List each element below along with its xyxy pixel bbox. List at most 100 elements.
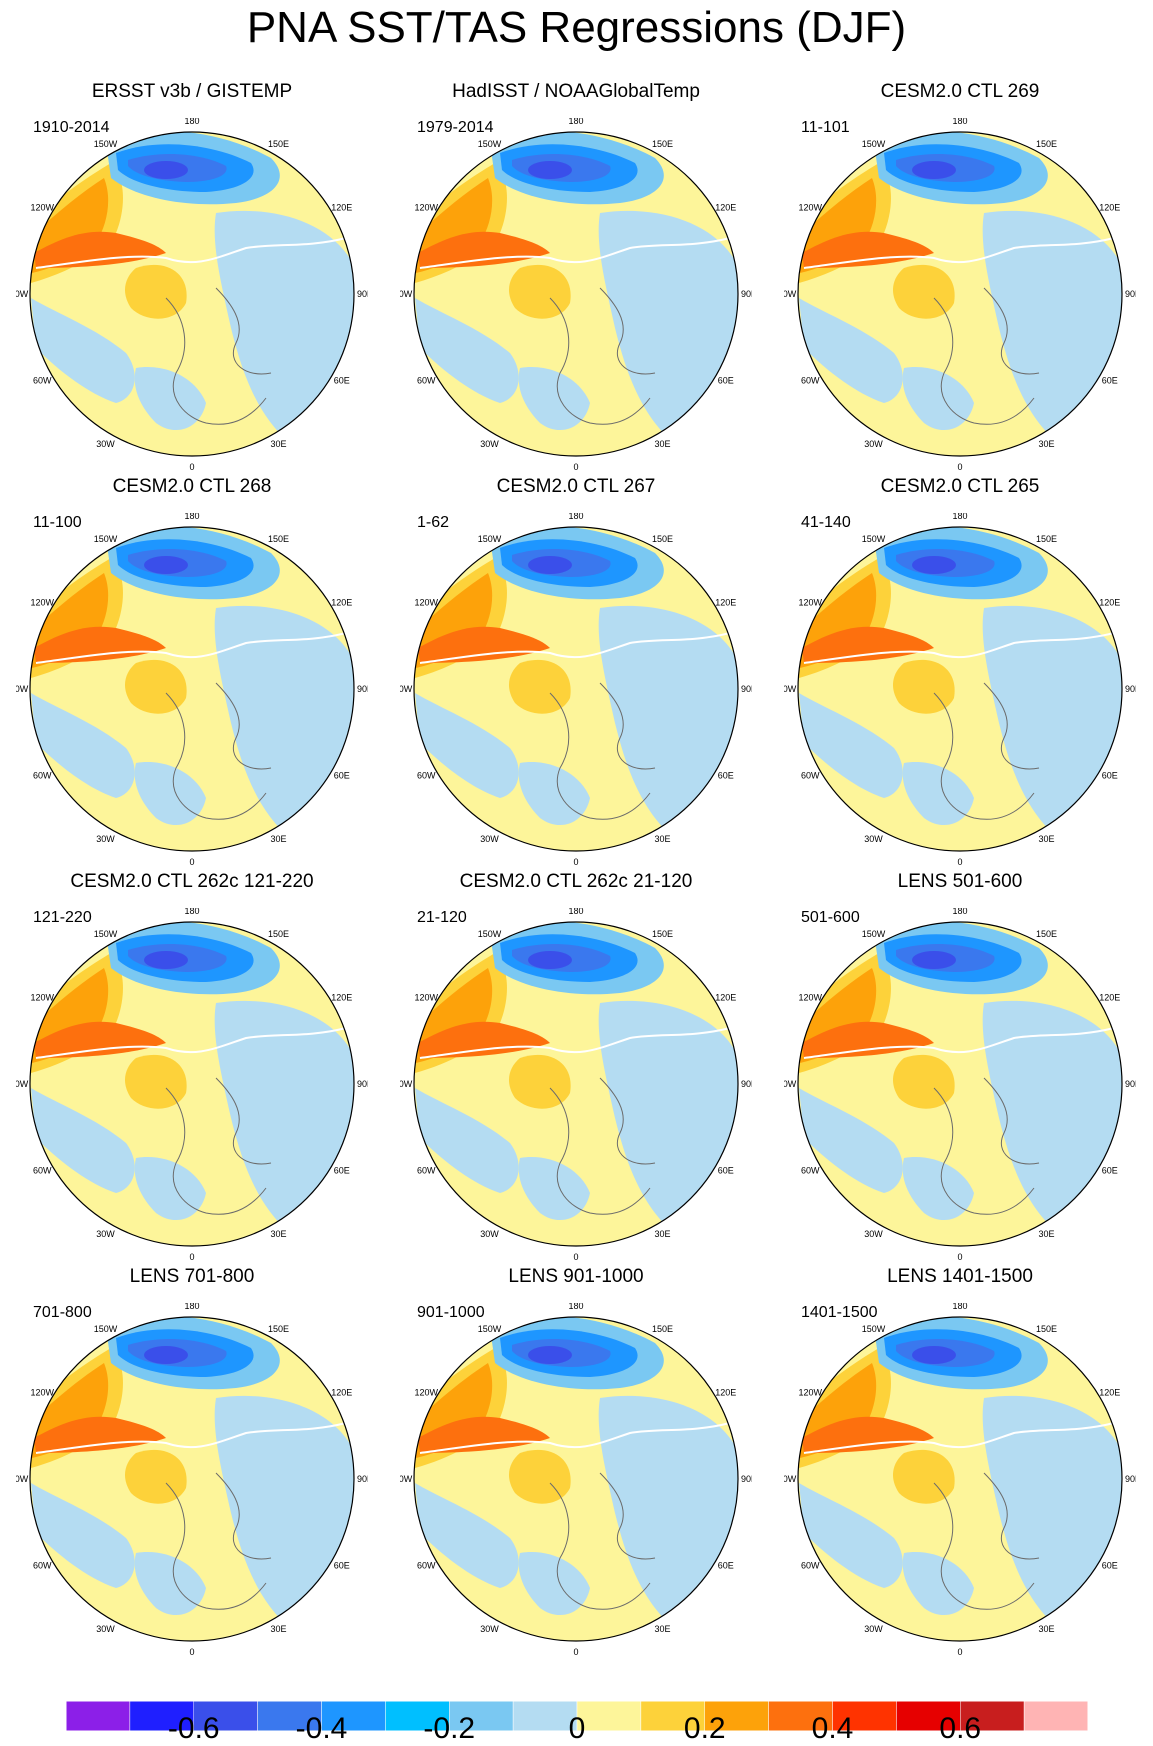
longitude-label: 150W: [478, 929, 502, 939]
longitude-label: 60W: [801, 376, 820, 386]
longitude-label: 60E: [718, 771, 734, 781]
colorbar-swatch: [704, 1701, 769, 1731]
longitude-label: 180: [952, 118, 967, 126]
map-panel: CESM2.0 CTL 267 1-62 180 150E 120E 90E 60E 30E 0…: [384, 475, 768, 870]
longitude-label: 120E: [331, 1388, 352, 1398]
panel-title: CESM2.0 CTL 262c 21-120: [459, 871, 693, 892]
longitude-label: 0: [957, 857, 962, 865]
longitude-label: 90E: [1125, 684, 1136, 694]
longitude-label: 120W: [414, 993, 438, 1003]
longitude-label: 150E: [1036, 534, 1057, 544]
longitude-label: 0: [189, 1647, 194, 1655]
longitude-label: 180: [568, 908, 583, 916]
colorbar-swatch: [321, 1701, 386, 1731]
longitude-label: 30W: [96, 834, 115, 844]
colorbar-swatch: [193, 1701, 258, 1731]
colorbar-swatch: [576, 1701, 642, 1731]
panel-period: 1401-1500: [801, 1304, 878, 1321]
longitude-label: 150W: [478, 139, 502, 149]
longitude-label: 90W: [784, 1079, 797, 1089]
longitude-label: 0: [957, 462, 962, 470]
longitude-label: 60W: [417, 1561, 436, 1571]
polar-map: 180 150E 120E 90E 60E 30E 0 30W 60W 90W 120W 150W: [16, 1303, 368, 1655]
panel-title: LENS 701-800: [129, 1266, 255, 1287]
map-panel: LENS 501-600 501-600 180 150E 120E 90E 60E 30E 0…: [768, 870, 1152, 1265]
polar-map: 180 150E 120E 90E 60E 30E 0 30W 60W 90W 120W 150W: [784, 908, 1136, 1260]
longitude-label: 90W: [16, 1474, 29, 1484]
colorbar-swatch: [66, 1701, 131, 1731]
longitude-label: 60W: [801, 771, 820, 781]
panel-title: CESM2.0 CTL 262c 121-220: [70, 871, 314, 892]
longitude-label: 150E: [268, 534, 289, 544]
panel-title: CESM2.0 CTL 267: [496, 476, 656, 497]
colorbar-tick-label: -0.6: [167, 1712, 220, 1745]
panel-period: 41-140: [801, 514, 851, 531]
longitude-label: 30W: [480, 1229, 499, 1239]
longitude-label: 150E: [1036, 1324, 1057, 1334]
map-panel: CESM2.0 CTL 269 11-101 180 150E 120E 90E 60E 30…: [768, 80, 1152, 475]
longitude-label: 60W: [417, 771, 436, 781]
longitude-label: 120E: [1099, 1388, 1120, 1398]
longitude-label: 30W: [480, 834, 499, 844]
longitude-label: 30E: [1038, 1229, 1054, 1239]
map-field: [798, 132, 1122, 456]
longitude-label: 30E: [270, 834, 286, 844]
longitude-label: 150E: [652, 929, 673, 939]
longitude-label: 0: [573, 1647, 578, 1655]
longitude-label: 90W: [400, 289, 413, 299]
longitude-label: 90E: [357, 1079, 368, 1089]
longitude-label: 90W: [784, 289, 797, 299]
longitude-label: 90W: [784, 1474, 797, 1484]
longitude-label: 30W: [864, 834, 883, 844]
colorbar-tick-label: -0.2: [423, 1712, 476, 1745]
longitude-label: 30E: [654, 1229, 670, 1239]
panel-title: HadISST / NOAAGlobalTemp: [452, 81, 700, 102]
longitude-label: 30W: [96, 1624, 115, 1634]
longitude-label: 0: [957, 1252, 962, 1260]
map-field: [30, 922, 354, 1246]
map-field: [414, 922, 738, 1246]
longitude-label: 120E: [1099, 993, 1120, 1003]
longitude-label: 30W: [480, 1624, 499, 1634]
longitude-label: 60W: [33, 1166, 52, 1176]
longitude-label: 0: [573, 857, 578, 865]
longitude-label: 180: [952, 513, 967, 521]
colorbar-tick-label: 0.4: [811, 1712, 854, 1745]
longitude-label: 150W: [862, 534, 886, 544]
longitude-label: 90E: [741, 1474, 752, 1484]
longitude-label: 120W: [798, 598, 822, 608]
panel-period: 701-800: [33, 1304, 92, 1321]
polar-map: 180 150E 120E 90E 60E 30E 0 30W 60W 90W 120W 150W: [400, 1303, 752, 1655]
longitude-label: 120E: [715, 598, 736, 608]
longitude-label: 60E: [1102, 771, 1118, 781]
longitude-label: 120E: [331, 598, 352, 608]
polar-map: 180 150E 120E 90E 60E 30E 0 30W 60W 90W 120W 150W: [16, 118, 368, 470]
longitude-label: 60E: [334, 376, 350, 386]
map-panel: CESM2.0 CTL 268 11-100 180 150E 120E 90E 60E 30…: [0, 475, 384, 870]
longitude-label: 30E: [654, 1624, 670, 1634]
longitude-label: 60W: [33, 376, 52, 386]
longitude-label: 90E: [357, 1474, 368, 1484]
longitude-label: 120W: [30, 1388, 54, 1398]
polar-map: 180 150E 120E 90E 60E 30E 0 30W 60W 90W 120W 150W: [784, 1303, 1136, 1655]
colorbar-swatch: [960, 1701, 1025, 1731]
map-field: [30, 1317, 354, 1641]
panel-title: LENS 1401-1500: [887, 1266, 1033, 1287]
longitude-label: 60E: [334, 1166, 350, 1176]
map-field: [798, 1317, 1122, 1641]
colorbar-swatch: [129, 1701, 195, 1731]
longitude-label: 120E: [331, 203, 352, 213]
panel-period: 11-101: [801, 119, 850, 136]
panel-title: CESM2.0 CTL 265: [880, 476, 1040, 497]
panel-title: CESM2.0 CTL 269: [880, 81, 1040, 102]
longitude-label: 60E: [718, 1166, 734, 1176]
longitude-label: 180: [568, 1303, 583, 1311]
longitude-label: 90E: [1125, 1079, 1136, 1089]
longitude-label: 90W: [16, 684, 29, 694]
longitude-label: 30E: [270, 439, 286, 449]
longitude-label: 120W: [414, 598, 438, 608]
map-panel: LENS 901-1000 901-1000 180 150E 120E 90E 60E 30…: [384, 1265, 768, 1660]
colorbar-tick-label: -0.4: [295, 1712, 348, 1745]
panel-period: 21-120: [417, 909, 467, 926]
longitude-label: 150E: [268, 139, 289, 149]
